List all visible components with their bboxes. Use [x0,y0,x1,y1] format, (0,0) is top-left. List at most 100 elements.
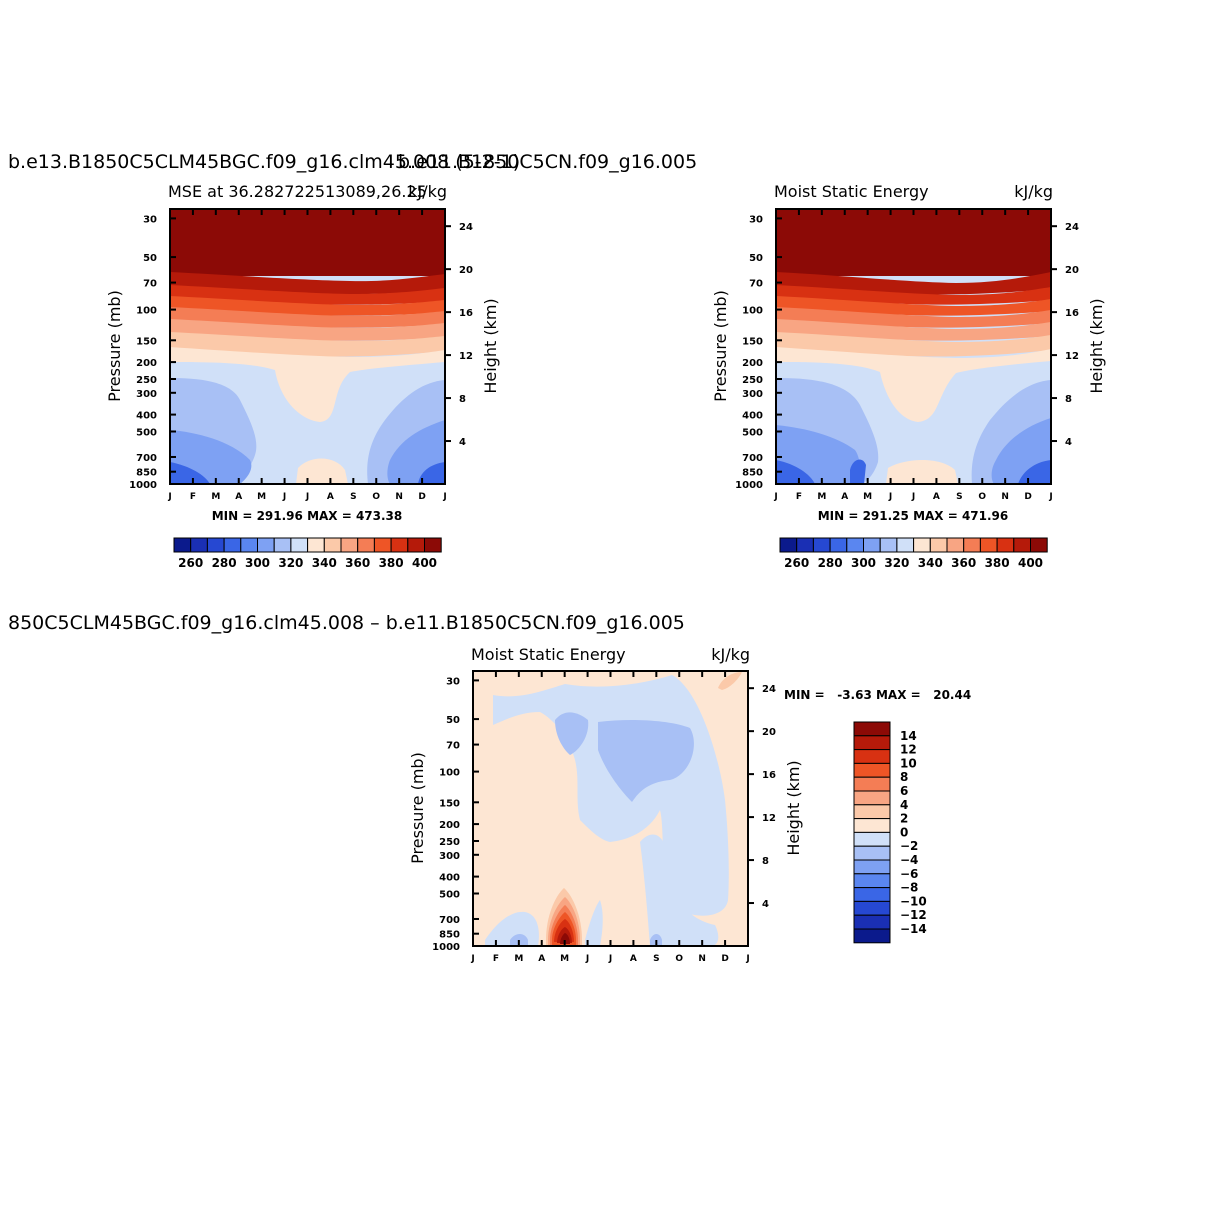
x-tick-label: A [538,954,545,964]
colorbar-label: 260 [178,556,203,570]
x-tick-label: A [841,492,848,502]
colorbar-swatch [1030,537,1048,553]
colorbar-swatch [853,776,891,792]
colorbar-swatch [779,537,798,553]
x-tick-label: A [327,492,334,502]
y2-tick-label: 20 [1065,265,1079,276]
x-tick-label: M [257,492,266,502]
panel-1-minmax: MIN = 291.96 MAX = 473.38 [212,509,403,523]
panel-2-colorbar: 260 280 300 320 340 360 380 400 [779,537,1048,570]
panel-2-contours [776,209,1051,484]
colorbar-label: −6 [900,867,918,881]
panel-1-overlap-title: b.e11.B1850C5CN.f09_g16.005 [398,151,697,173]
y-tick-label: 70 [749,279,763,290]
colorbar-swatch [846,537,864,553]
x-tick-label: N [1001,492,1009,502]
y2-tick-label: 24 [762,684,776,695]
colorbar-swatch [273,537,292,553]
x-tick-label: F [190,492,196,502]
panel-1-title: b.e13.B1850C5CLM45BGC.f09_g16.clm45.008 … [8,151,520,173]
colorbar-label: 0 [900,825,908,839]
colorbar-label: −2 [900,839,918,853]
colorbar-label: 320 [278,556,303,570]
y-tick-label: 30 [446,676,460,687]
y2-tick-label: 16 [1065,308,1079,319]
panel-1: b.e13.B1850C5CLM45BGC.f09_g16.clm45.008 … [8,151,697,570]
colorbar-swatch [996,537,1015,553]
x-tick-label: M [817,492,826,502]
colorbar-swatch [929,537,948,553]
colorbar-label: 12 [900,743,917,757]
colorbar-swatch [173,537,192,553]
x-tick-label: J [585,954,589,964]
y-tick-label: 1000 [735,480,763,491]
panel-2-subtitle-right: kJ/kg [1014,182,1053,201]
y-tick-label: 400 [136,411,157,422]
colorbar-label: 8 [900,770,908,784]
colorbar-label: 6 [900,784,908,798]
x-tick-label: N [395,492,403,502]
y-tick-label: 300 [439,851,460,862]
colorbar-label: 4 [900,798,908,812]
panel-1-ylabel: Pressure (mb) [105,290,124,402]
y2-tick-label: 20 [459,265,473,276]
colorbar-label: 380 [985,556,1010,570]
panel-1-contours [170,209,445,484]
y2-tick-label: 12 [762,813,776,824]
panel-3-axes: J F M A M J J A S O N D J 30 50 70 100 150 200 250 300 400 500… [432,671,776,964]
colorbar-swatch [424,537,442,553]
colorbar-label: 340 [312,556,337,570]
colorbar-swatch [979,537,998,553]
y-tick-label: 200 [136,358,157,369]
colorbar-swatch [863,537,881,553]
y2-tick-label: 12 [1065,351,1079,362]
y-tick-label: 150 [439,798,460,809]
colorbar-label: 14 [900,729,917,743]
y-tick-label: 150 [742,336,763,347]
colorbar-swatch [340,537,359,553]
colorbar-swatch [829,537,848,553]
y-tick-label: 850 [742,468,763,479]
panel-1-subtitle-left: MSE at 36.282722513089,26.25 [168,182,427,201]
colorbar-swatch [853,818,891,833]
y-tick-label: 100 [136,306,157,317]
x-tick-label: M [560,954,569,964]
y-tick-label: 200 [439,820,460,831]
x-tick-label: J [282,492,286,502]
panel-1-y2label: Height (km) [481,298,500,393]
panel-3-contours [473,671,748,946]
x-tick-label: J [305,492,309,502]
panel-2-minmax: MIN = 291.25 MAX = 471.96 [818,509,1009,523]
x-tick-label: M [514,954,523,964]
colorbar-swatch [853,721,891,737]
x-tick-label: A [630,954,637,964]
y-tick-label: 1000 [432,942,460,953]
y-tick-label: 50 [749,253,763,264]
colorbar-label: 360 [951,556,976,570]
colorbar-swatch [853,831,891,847]
panel-2-y2label: Height (km) [1087,298,1106,393]
y2-tick-label: 24 [1065,222,1079,233]
y2-tick-label: 8 [1065,394,1072,405]
y2-tick-label: 16 [459,308,473,319]
x-tick-label: O [675,954,683,964]
colorbar-swatch [853,845,891,861]
y-tick-label: 400 [742,411,763,422]
y2-tick-label: 4 [1065,437,1072,448]
x-tick-label: J [745,954,749,964]
y-tick-label: 30 [749,214,763,225]
y-tick-label: 50 [446,715,460,726]
colorbar-swatch [206,537,225,553]
colorbar-label: 300 [851,556,876,570]
colorbar-swatch [323,537,342,553]
y-tick-label: 70 [143,279,157,290]
colorbar-label: 10 [900,756,917,770]
colorbar-swatch [853,914,891,930]
colorbar-label: 360 [345,556,370,570]
colorbar-swatch [853,887,891,902]
y-tick-label: 700 [136,453,157,464]
colorbar-label: −10 [900,894,927,908]
colorbar-swatch [240,537,259,553]
colorbar-swatch [853,735,891,751]
